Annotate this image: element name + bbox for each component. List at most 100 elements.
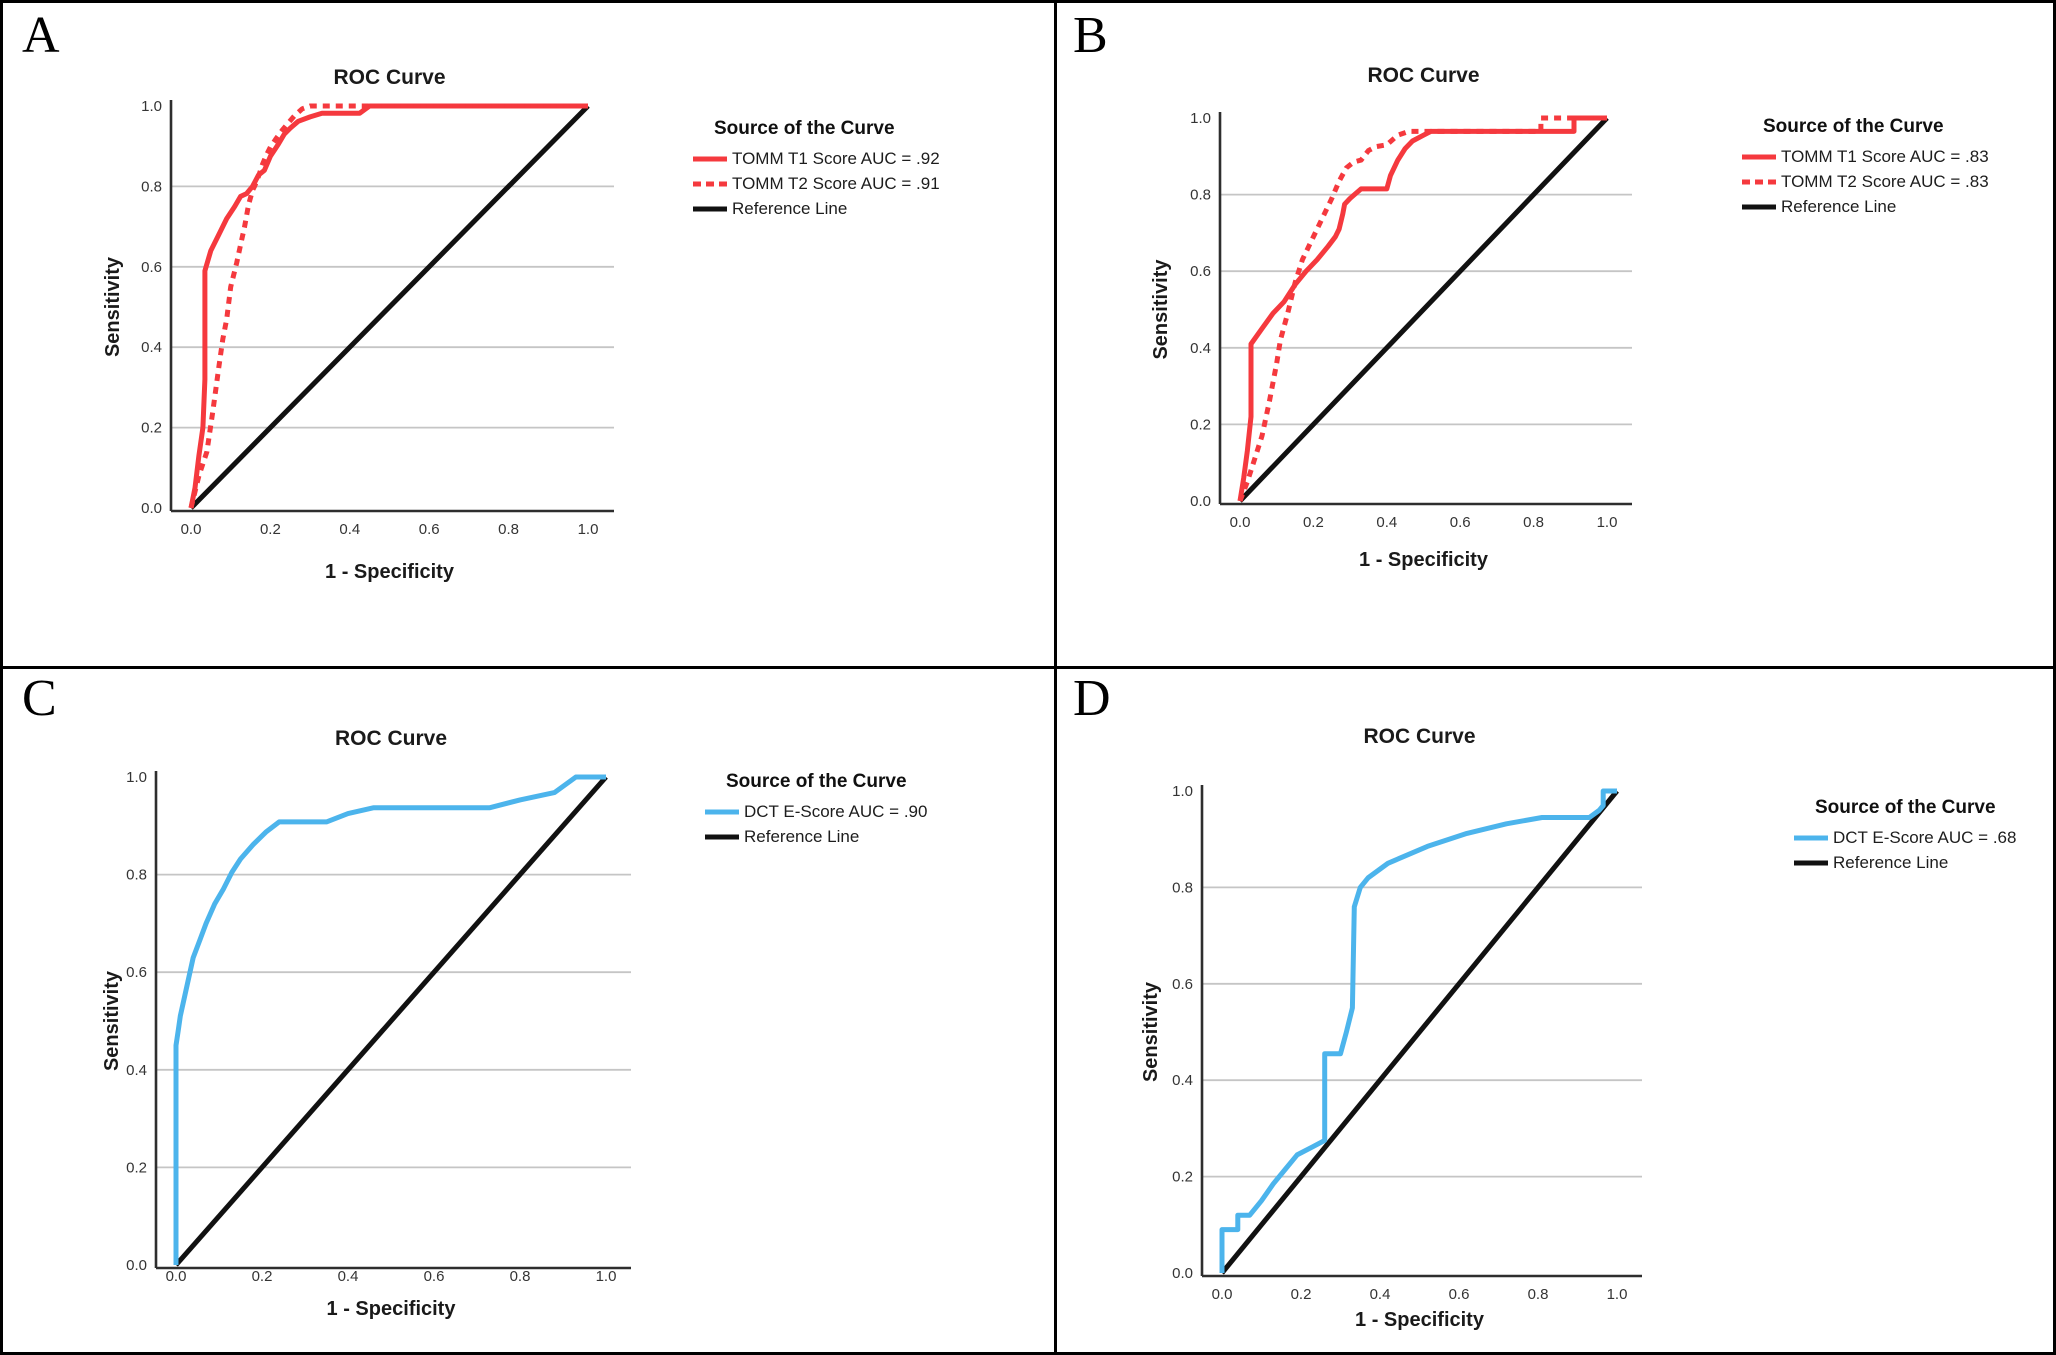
- x-tick-label: 0.8: [1523, 514, 1544, 531]
- panel-label: A: [22, 7, 60, 64]
- legend-item-label: Reference Line: [1833, 852, 1949, 872]
- legend-item-label: Reference Line: [744, 826, 860, 846]
- x-tick-label: 0.4: [339, 521, 360, 538]
- panel-label: B: [1073, 7, 1108, 64]
- x-tick-label: 0.6: [1449, 1286, 1470, 1303]
- x-tick-label: 0.6: [419, 521, 440, 538]
- legend-item: Reference Line: [704, 824, 927, 849]
- panel-label: C: [22, 670, 57, 727]
- panel-d: D 0.0 0.2 0.4 0.6 0.8 1.0 0.0 0.2 0.4 0.6 0.8 1.0 RO…: [1057, 669, 2053, 1352]
- x-tick-label: 0.0: [1230, 514, 1251, 531]
- y-tick-label: 0.6: [1172, 976, 1193, 993]
- y-axis-label: Sensitivity: [1150, 259, 1172, 360]
- x-axis-label: 1 - Specificity: [1359, 549, 1489, 571]
- x-tick-label: 0.0: [1212, 1286, 1233, 1303]
- legend-items: DCT E-Score AUC = .68 Reference Line: [1793, 825, 2016, 875]
- y-tick-label: 0.0: [141, 500, 162, 517]
- legend-item: Reference Line: [692, 196, 940, 221]
- y-tick-label: 0.8: [126, 867, 147, 884]
- y-tick-label: 0.2: [1172, 1169, 1193, 1186]
- legend-item-label: TOMM T2 Score AUC = .91: [732, 173, 940, 193]
- series-tomm-t2-score-auc-83: [1237, 115, 1607, 502]
- y-tick-label: 0.0: [1190, 493, 1211, 510]
- solid-line-swatch-icon: [1742, 154, 1776, 159]
- y-axis-label: Sensitivity: [1140, 981, 1162, 1082]
- legend-item: Reference Line: [1741, 194, 1989, 219]
- y-tick-label: 0.8: [1190, 187, 1211, 204]
- series-reference-line: [1238, 116, 1609, 503]
- solid-line-swatch-icon: [1794, 835, 1828, 840]
- y-tick-label: 1.0: [1172, 783, 1193, 800]
- legend-b: Source of the Curve TOMM T1 Score AUC = …: [1741, 116, 1989, 219]
- y-tick-label: 0.6: [126, 964, 147, 981]
- dotted-line-swatch-icon: [693, 181, 727, 186]
- legend-item: Reference Line: [1793, 850, 2016, 875]
- x-tick-label: 0.2: [1291, 1286, 1312, 1303]
- x-tick-label: 0.0: [181, 521, 202, 538]
- legend-item-label: Reference Line: [1781, 196, 1897, 216]
- legend-item-label: DCT E-Score AUC = .68: [1833, 827, 2017, 847]
- x-tick-label: 0.2: [1303, 514, 1324, 531]
- legend-item-label: TOMM T1 Score AUC = .83: [1781, 146, 1989, 166]
- x-axis-label: 1 - Specificity: [1355, 1309, 1485, 1331]
- solid-line-swatch-icon: [1794, 860, 1828, 865]
- chart-title: ROC Curve: [333, 66, 445, 89]
- y-tick-label: 0.4: [1172, 1072, 1193, 1089]
- y-tick-label: 0.6: [141, 259, 162, 276]
- legend-title: Source of the Curve: [726, 771, 907, 792]
- x-tick-label: 0.4: [1370, 1286, 1391, 1303]
- legend-items: DCT E-Score AUC = .90 Reference Line: [704, 799, 927, 849]
- x-axis-label: 1 - Specificity: [325, 561, 455, 583]
- roc-chart-a: 0.0 0.2 0.4 0.6 0.8 1.0 0.0 0.2 0.4 0.6 0.8 1.0 ROC …: [102, 66, 614, 583]
- legend-item: TOMM T1 Score AUC = .92: [692, 146, 940, 171]
- series-tomm-t1-score-auc-83: [1237, 115, 1607, 502]
- y-tick-label: 1.0: [126, 769, 147, 786]
- legend-d: Source of the Curve DCT E-Score AUC = .6…: [1793, 797, 2016, 875]
- chart-title: ROC Curve: [1367, 64, 1479, 87]
- legend-item-label: TOMM T1 Score AUC = .92: [732, 148, 940, 168]
- legend-item-label: TOMM T2 Score AUC = .83: [1781, 171, 1989, 191]
- legend-item: TOMM T2 Score AUC = .91: [692, 171, 940, 196]
- series-tomm-t2-score-auc-91: [188, 103, 588, 509]
- roc-chart-b: 0.0 0.2 0.4 0.6 0.8 1.0 0.0 0.2 0.4 0.6 0.8 1.0 ROC …: [1150, 64, 1632, 571]
- series-dct-e-score-auc-68: [1219, 788, 1617, 1273]
- series-reference-line: [1220, 789, 1619, 1275]
- legend-item-label: DCT E-Score AUC = .90: [744, 801, 928, 821]
- x-axis-label: 1 - Specificity: [327, 1298, 457, 1320]
- panel-b: B 0.0 0.2 0.4 0.6 0.8 1.0 0.0 0.2 0.4 0.6 0.8 1.0 RO…: [1057, 6, 2053, 666]
- legend-title: Source of the Curve: [1763, 116, 1944, 137]
- y-axis-label: Sensitivity: [101, 970, 123, 1071]
- legend-title: Source of the Curve: [1815, 797, 1996, 818]
- y-tick-label: 0.4: [1190, 340, 1211, 357]
- x-tick-label: 0.4: [338, 1268, 359, 1285]
- x-tick-label: 0.8: [498, 521, 519, 538]
- solid-line-swatch-icon: [705, 834, 739, 839]
- y-tick-label: 0.0: [126, 1257, 147, 1274]
- legend-a: Source of the Curve TOMM T1 Score AUC = …: [692, 118, 940, 221]
- x-tick-label: 0.8: [1528, 1286, 1549, 1303]
- x-tick-label: 0.2: [260, 521, 281, 538]
- x-tick-label: 1.0: [596, 1268, 617, 1285]
- panel-a: A 0.0 0.2 0.4 0.6 0.8 1.0 0.0 0.2 0.4 0.6 0.8 1.0 RO…: [6, 6, 1051, 666]
- chart-title: ROC Curve: [335, 727, 447, 750]
- y-tick-label: 1.0: [1190, 110, 1211, 127]
- legend-item: TOMM T2 Score AUC = .83: [1741, 169, 1989, 194]
- x-tick-label: 0.8: [510, 1268, 531, 1285]
- panel-label: D: [1073, 670, 1111, 727]
- y-tick-label: 0.0: [1172, 1265, 1193, 1282]
- y-tick-label: 0.6: [1190, 263, 1211, 280]
- chart-title: ROC Curve: [1363, 725, 1475, 748]
- y-axis-label: Sensitivity: [102, 256, 124, 357]
- series-dct-e-score-auc-90: [173, 774, 606, 1265]
- y-tick-label: 0.4: [141, 339, 162, 356]
- solid-line-swatch-icon: [705, 809, 739, 814]
- solid-line-swatch-icon: [693, 206, 727, 211]
- x-tick-label: 1.0: [578, 521, 599, 538]
- y-tick-label: 0.4: [126, 1062, 147, 1079]
- legend-c: Source of the Curve DCT E-Score AUC = .9…: [704, 771, 927, 849]
- x-tick-label: 0.6: [424, 1268, 445, 1285]
- y-tick-label: 0.2: [141, 420, 162, 437]
- legend-item-label: Reference Line: [732, 198, 848, 218]
- panel-divider-vertical: [1054, 3, 1057, 1352]
